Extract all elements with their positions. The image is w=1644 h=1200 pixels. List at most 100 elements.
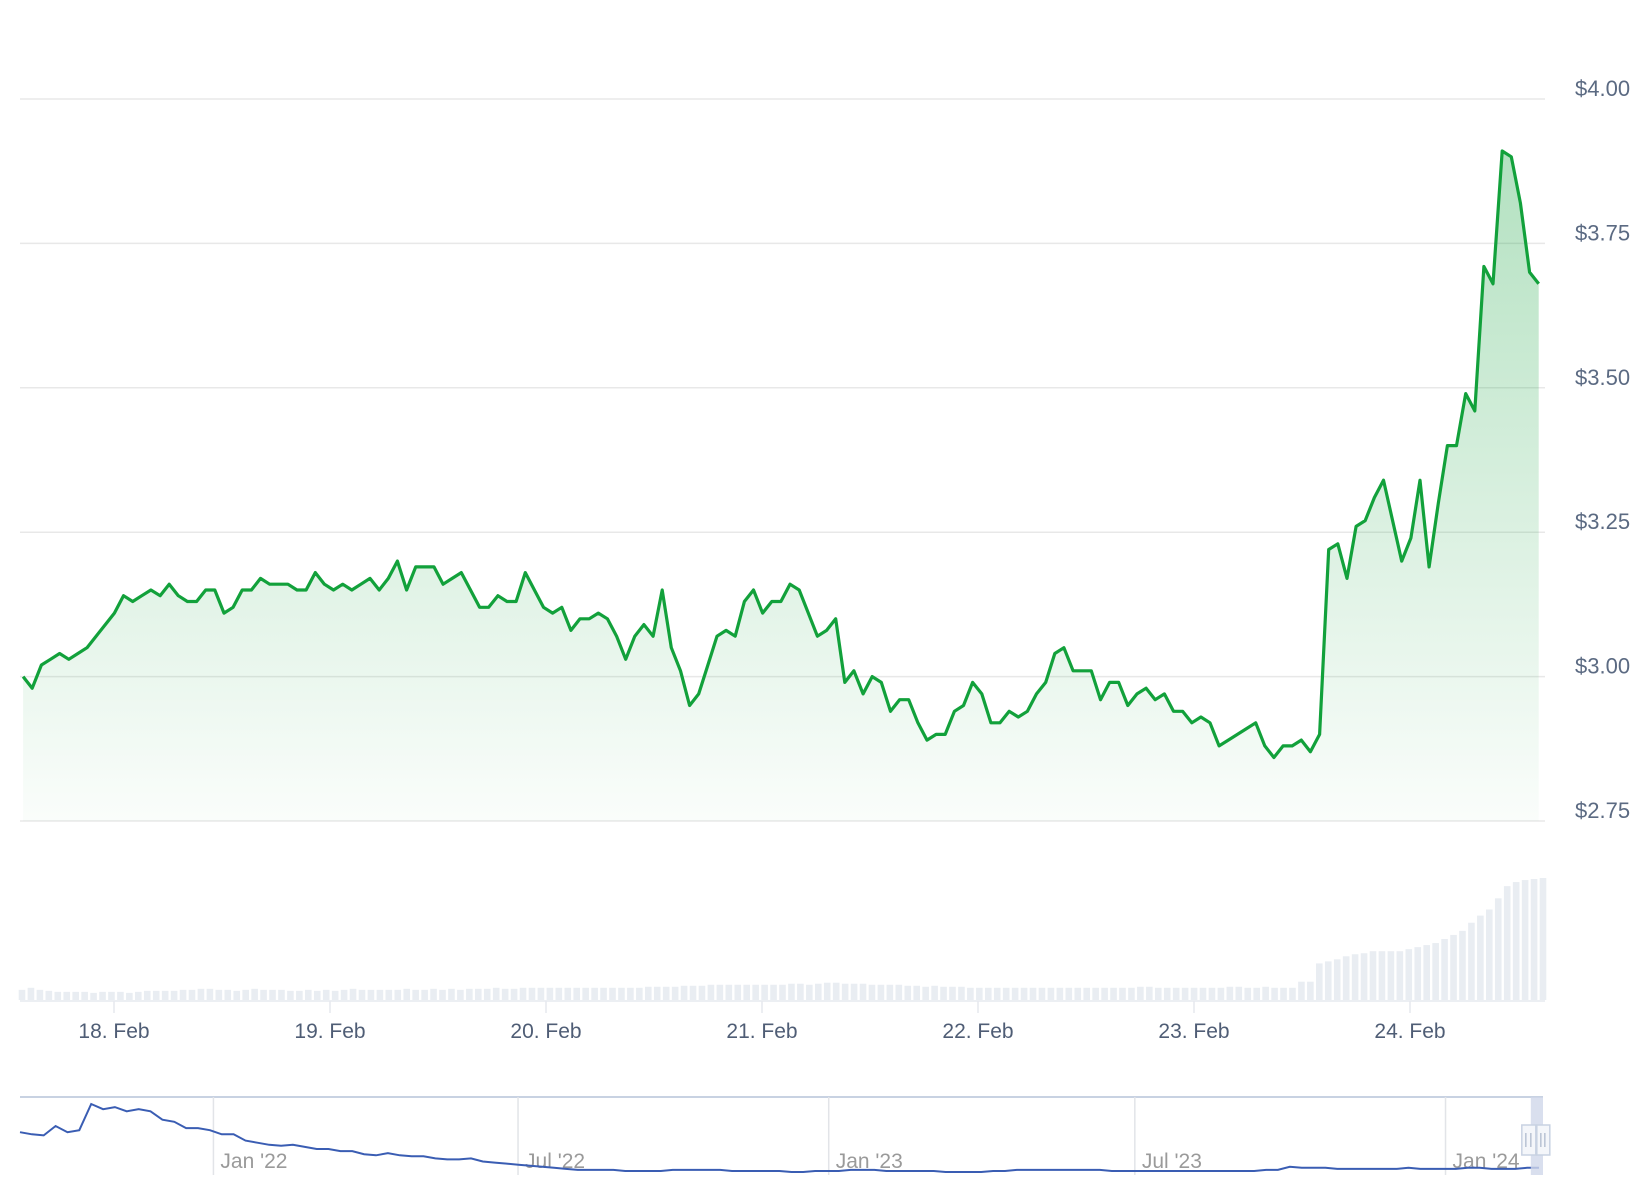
volume-bar (1459, 930, 1466, 1000)
volume-bar (1074, 987, 1082, 1000)
x-tick-label: 21. Feb (726, 1020, 797, 1043)
volume-bar (1333, 959, 1341, 1000)
volume-bar (457, 989, 464, 1000)
volume-bar (1065, 987, 1073, 1000)
volume-bar (797, 983, 804, 1000)
navigator[interactable]: Jan '22 Jul '22 Jan '23 Jul '23 Jan '24 (19, 1096, 1551, 1175)
volume-bar (662, 986, 670, 1000)
volume-bar (823, 982, 831, 1000)
volume-bar (143, 990, 151, 1000)
volume-bar (161, 990, 169, 1000)
navigator-handle-grip-icon[interactable] (1521, 1124, 1551, 1156)
volume-bar (707, 984, 715, 1000)
volume-bar (850, 983, 858, 1000)
volume-bar (743, 984, 751, 1000)
volume-bar (54, 991, 62, 1000)
volume-bar (1494, 898, 1502, 1000)
volume-bar (680, 985, 688, 1000)
volume-bar (233, 990, 241, 1000)
volume-bar (600, 987, 607, 1000)
volume-bar (788, 983, 795, 1000)
volume-bar (1307, 981, 1314, 1000)
volume-bar (510, 988, 518, 1000)
volume-bar (296, 990, 303, 1000)
volume-bar (913, 985, 921, 1000)
volume-bar (537, 987, 545, 1000)
volume-bar (215, 989, 223, 1000)
volume-bar (1512, 882, 1520, 1000)
volume-bar (573, 987, 581, 1000)
volume-bar (698, 985, 706, 1000)
volume-bar (36, 989, 44, 1000)
volume-bar (483, 988, 491, 1000)
x-tick-label: 24. Feb (1374, 1020, 1445, 1043)
volume-bar (591, 987, 598, 1000)
volume-bar (1244, 987, 1252, 1000)
volume-bar (376, 989, 384, 1000)
volume-bar (1217, 987, 1225, 1000)
volume-bar (1378, 951, 1386, 1000)
volume-bar (555, 987, 563, 1000)
navigator-tick-label: Jul '23 (1142, 1150, 1202, 1173)
y-tick-label: $3.00 (1575, 654, 1630, 679)
volume-bar (1503, 886, 1511, 1000)
volume-bar (949, 986, 956, 1000)
volume-bar (1110, 987, 1117, 1000)
volume-bar (1154, 987, 1162, 1000)
volume-bar (689, 985, 697, 1000)
volume-bar (313, 990, 321, 1000)
volume-bar (564, 987, 572, 1000)
volume-bar (770, 984, 777, 1000)
x-tick-label: 19. Feb (294, 1020, 365, 1043)
volume-bar (439, 989, 446, 1000)
navigator-tick-label: Jan '22 (220, 1150, 287, 1173)
volume-bar (868, 984, 876, 1000)
volume-bar (278, 989, 285, 1000)
volume-bar (197, 988, 205, 1000)
volume-bar (1181, 987, 1189, 1000)
volume-bar (394, 989, 402, 1000)
volume-bar (725, 984, 733, 1000)
volume-bar (940, 986, 947, 1000)
volume-bar (322, 989, 330, 1000)
volume-bar (761, 984, 768, 1000)
volume-bar (1423, 945, 1430, 1000)
volume-bar (1486, 909, 1493, 1000)
volume-bar (1360, 953, 1368, 1000)
volume-bar (582, 987, 589, 1000)
volume-bar (528, 987, 536, 1000)
volume-bar (1253, 987, 1260, 1000)
volume-bar (1521, 880, 1529, 1000)
volume-bar (492, 987, 500, 1000)
volume-bar (1047, 987, 1055, 1000)
volume-bar (1002, 987, 1010, 1000)
volume-bar (1137, 986, 1144, 1000)
volume-bar (546, 987, 554, 1000)
volume-bar (421, 989, 428, 1000)
volume-bar (340, 989, 348, 1000)
volume-bar (1056, 987, 1064, 1000)
navigator-series (19, 1102, 1539, 1173)
volume-bar (609, 987, 616, 1000)
volume-bar (403, 988, 411, 1000)
volume-bar (976, 987, 983, 1000)
volume-bar (841, 983, 849, 1000)
volume-bar (814, 983, 822, 1000)
navigator-tick-label: Jan '23 (836, 1150, 903, 1173)
volume-bar (152, 990, 160, 1000)
volume-bars (18, 878, 1547, 1000)
volume-bar (1038, 987, 1046, 1000)
volume-bar (1190, 987, 1198, 1000)
volume-bar (1101, 987, 1108, 1000)
volume-bar (993, 987, 1001, 1000)
volume-bar (1280, 987, 1287, 1000)
volume-bar (1405, 949, 1413, 1000)
volume-bar (466, 988, 473, 1000)
volume-bar (859, 983, 867, 1000)
y-axis-labels: $4.00 $3.75 $3.50 $3.25 $3.00 $2.75 (1575, 76, 1630, 823)
x-tick-label: 23. Feb (1158, 1020, 1229, 1043)
volume-bar (1235, 986, 1243, 1000)
volume-bar (188, 989, 196, 1000)
volume-bar (1298, 981, 1305, 1000)
